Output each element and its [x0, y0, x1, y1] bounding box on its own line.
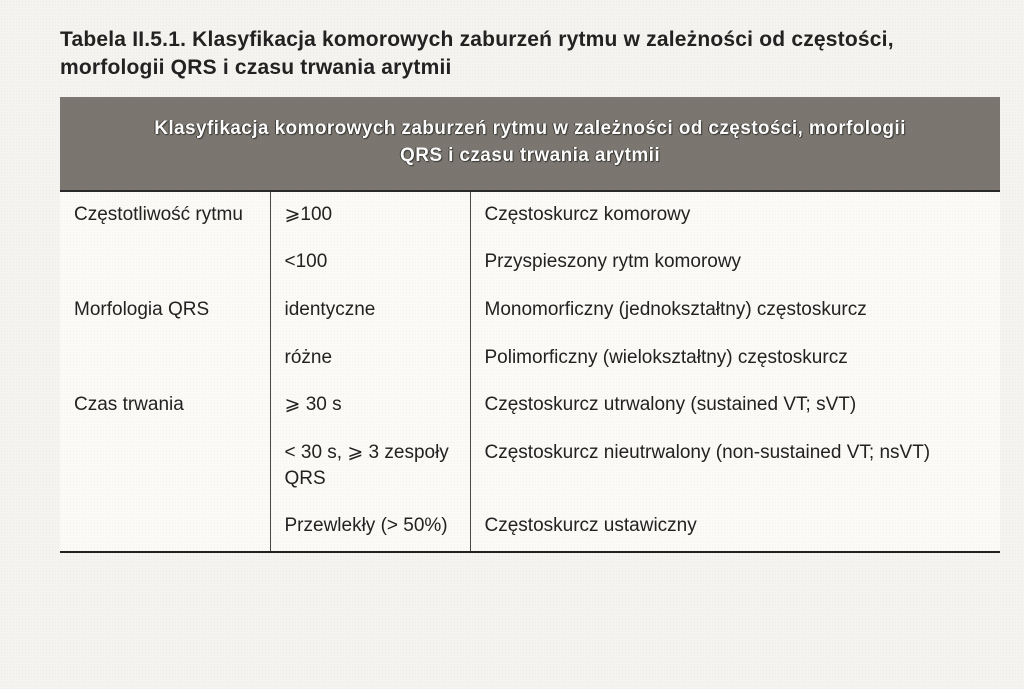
classification-cell: Częstoskurcz nieutrwalony (non-sustained…	[470, 430, 1000, 503]
criterion-cell	[60, 430, 270, 503]
classification-cell: Częstoskurcz utrwalony (sustained VT; sV…	[470, 382, 1000, 430]
table-row: Częstotliwość rytmu ⩾100 Częstoskurcz ko…	[60, 191, 1000, 240]
value-cell: różne	[270, 335, 470, 383]
classification-cell: Monomorficzny (jednokształtny) częstosku…	[470, 287, 1000, 335]
criterion-cell	[60, 239, 270, 287]
value-cell: ⩾ 30 s	[270, 382, 470, 430]
table-row: różne Polimorficzny (wielokształtny) czę…	[60, 335, 1000, 383]
value-cell: ⩾100	[270, 191, 470, 240]
table-row: Czas trwania ⩾ 30 s Częstoskurcz utrwalo…	[60, 382, 1000, 430]
classification-cell: Przyspieszony rytm komorowy	[470, 239, 1000, 287]
criterion-cell: Morfologia QRS	[60, 287, 270, 335]
value-cell: Przewlekły (> 50%)	[270, 503, 470, 552]
table-row: Przewlekły (> 50%) Częstoskurcz ustawicz…	[60, 503, 1000, 552]
table-header: Klasyfikacja komorowych zaburzeń rytmu w…	[60, 97, 1000, 191]
criterion-cell: Częstotliwość rytmu	[60, 191, 270, 240]
classification-cell: Częstoskurcz komorowy	[470, 191, 1000, 240]
value-cell: identyczne	[270, 287, 470, 335]
table-row: < 30 s, ⩾ 3 zespo­ły QRS Częstoskurcz ni…	[60, 430, 1000, 503]
table-header-line1: Klasyfikacja komorowych zaburzeń rytmu w…	[154, 118, 906, 139]
value-cell: <100	[270, 239, 470, 287]
value-cell: < 30 s, ⩾ 3 zespo­ły QRS	[270, 430, 470, 503]
classification-cell: Częstoskurcz ustawiczny	[470, 503, 1000, 552]
criterion-cell	[60, 503, 270, 552]
table-row: <100 Przyspieszony rytm komorowy	[60, 239, 1000, 287]
classification-table: Klasyfikacja komorowych zaburzeń rytmu w…	[60, 97, 1000, 553]
table-row: Morfologia QRS identyczne Monomorficzny …	[60, 287, 1000, 335]
criterion-cell	[60, 335, 270, 383]
page: Tabela II.5.1. Klasyfikacja komorowych z…	[0, 0, 1024, 553]
table-header-line2: QRS i czasu trwania arytmii	[400, 145, 660, 166]
criterion-cell: Czas trwania	[60, 382, 270, 430]
table-caption: Tabela II.5.1. Klasyfikacja komorowych z…	[60, 26, 1004, 83]
classification-cell: Polimorficzny (wielokształtny) częstosku…	[470, 335, 1000, 383]
